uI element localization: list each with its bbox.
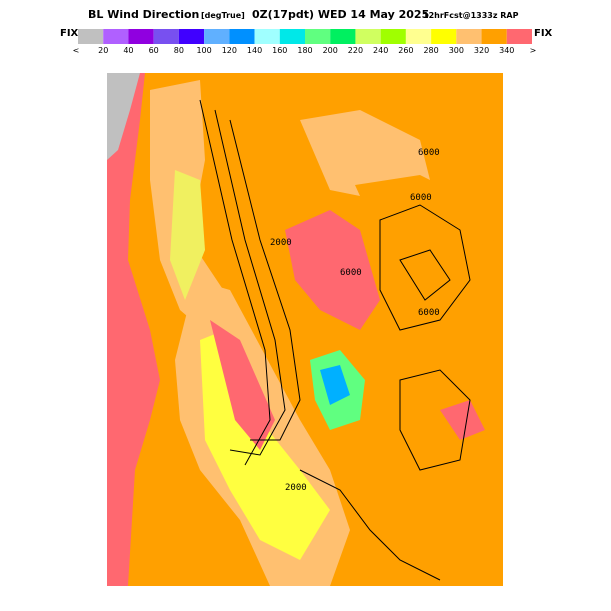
colorbar-tick-label: 100 [196, 46, 211, 55]
colorbar-swatch [279, 29, 305, 44]
colorbar-tick-label: 60 [149, 46, 159, 55]
field [440, 400, 485, 440]
units: [degTrue] [201, 11, 245, 20]
colorbar-tick-label: 260 [398, 46, 413, 55]
map-area: 6000 6000 6000 6000 2000 2000 [107, 73, 503, 586]
colorbar-tick-label: 160 [272, 46, 287, 55]
contour-label: 6000 [410, 193, 432, 203]
valid-time: 0Z(17pdt) WED 14 May 2025 [252, 8, 429, 21]
contour [379, 204, 471, 331]
field [285, 210, 380, 330]
contour-label: 6000 [340, 268, 362, 278]
title: BL Wind Direction [88, 8, 199, 21]
contour-label: 6000 [418, 148, 440, 158]
contour-label: 6000 [418, 308, 440, 318]
field [210, 320, 275, 450]
colorbar-tick-label: 320 [474, 46, 489, 55]
field [170, 170, 205, 300]
colorbar-swatch [431, 29, 457, 44]
colorbar-swatch [405, 29, 432, 44]
colorbar-tick-label: 120 [222, 46, 237, 55]
field [355, 175, 495, 260]
contour [229, 119, 301, 441]
contour [214, 109, 286, 456]
colorbar-tick-label: 40 [123, 46, 133, 55]
colorbar-swatch [229, 29, 255, 44]
contour-label: 2000 [285, 483, 307, 493]
colorbar-tick-label: 80 [174, 46, 184, 55]
colorbar-swatch [153, 29, 179, 44]
colorbar-tick-label: 300 [449, 46, 464, 55]
colorbar-tick-label: 280 [423, 46, 438, 55]
field [107, 73, 160, 586]
colorbar-swatch [254, 29, 280, 44]
colorbar-swatch [178, 29, 205, 44]
colorbar-over: > [530, 46, 537, 55]
contour [399, 249, 451, 301]
colorbar-tick-label: 240 [373, 46, 388, 55]
colorbar-swatch [204, 29, 230, 44]
colorbar-tick-label: 200 [323, 46, 338, 55]
colorbar-under: < [73, 46, 80, 55]
forecast: 12hrFcst@1333z RAP [423, 11, 519, 20]
colorbar: 20 40 60 80 100 120 140 160 180 200 220 240 260 280 30… [78, 29, 532, 55]
colorbar-tick-label: 340 [499, 46, 514, 55]
colorbar-swatch [78, 29, 104, 44]
field [320, 365, 350, 405]
colorbar-swatch [103, 29, 129, 44]
colorbar-swatch [355, 29, 381, 44]
colorbar-swatch [128, 29, 154, 44]
colorbar-tick-label: 140 [247, 46, 262, 55]
contour [399, 369, 471, 471]
colorbar-tick-label: 220 [348, 46, 363, 55]
field [107, 73, 140, 160]
contour [199, 99, 271, 466]
colorbar-end: FIX [60, 28, 79, 39]
colorbar-swatch [330, 29, 356, 44]
colorbar-swatch [380, 29, 406, 44]
colorbar-tick-label: 20 [98, 46, 108, 55]
colorbar-swatch [456, 29, 482, 44]
colorbar-swatch [481, 29, 507, 44]
colorbar-swatch [305, 29, 331, 44]
colorbar-end: FIX [534, 28, 553, 39]
field [300, 110, 430, 200]
contour [299, 469, 441, 581]
contour-label: 2000 [270, 238, 292, 248]
colorbar-swatch [506, 29, 532, 44]
colorbar-tick-label: 180 [297, 46, 312, 55]
